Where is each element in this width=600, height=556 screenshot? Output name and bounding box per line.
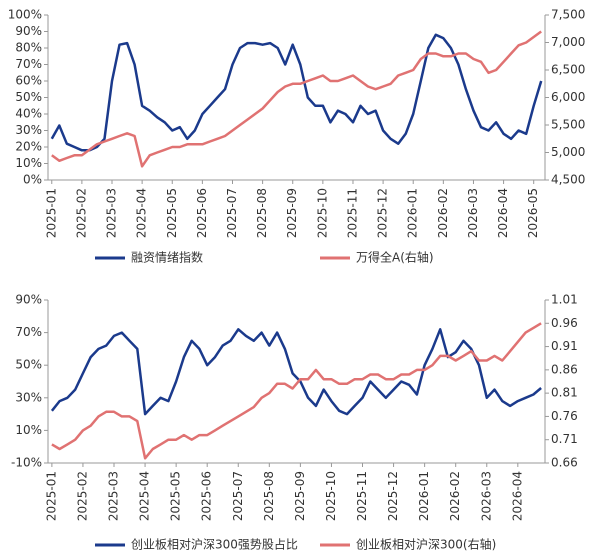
legend-label: 创业板相对沪深300强势股占比 xyxy=(131,537,298,552)
x-tick-label: 2025-05 xyxy=(169,471,183,521)
y2-tick-label: 0.86 xyxy=(551,362,578,376)
y2-tick-label: 0.71 xyxy=(551,432,578,446)
x-tick-label: 2026-02 xyxy=(448,471,462,521)
x-tick-label: 2025-09 xyxy=(293,471,307,521)
x-tick-label: 2026-04 xyxy=(496,188,510,238)
x-tick-label: 2025-07 xyxy=(231,471,245,521)
y2-tick-label: 7,500 xyxy=(551,8,585,22)
x-tick-label: 2025-02 xyxy=(74,188,88,238)
x-tick-label: 2025-11 xyxy=(345,188,359,238)
y2-tick-label: 0.96 xyxy=(551,316,578,330)
y-tick-label: 0% xyxy=(23,173,42,187)
x-tick-label: 2025-03 xyxy=(105,188,119,238)
legend-label: 万得全A(右轴) xyxy=(356,250,434,265)
y2-tick-label: 0.81 xyxy=(551,386,578,400)
x-tick-label: 2025-08 xyxy=(262,471,276,521)
y-tick-label: 90% xyxy=(15,293,42,307)
y-tick-label: 10% xyxy=(15,156,42,170)
y-tick-label: 50% xyxy=(15,90,42,104)
y-tick-label: 70% xyxy=(15,325,42,339)
y2-tick-label: 6,500 xyxy=(551,63,585,77)
y2-tick-label: 0.91 xyxy=(551,339,578,353)
x-tick-label: 2025-04 xyxy=(138,471,152,521)
y2-tick-label: 1.01 xyxy=(551,293,578,307)
x-tick-label: 2026-01 xyxy=(417,471,431,521)
x-tick-label: 2025-08 xyxy=(255,188,269,238)
x-tick-label: 2025-06 xyxy=(195,188,209,238)
x-tick-label: 2025-10 xyxy=(315,188,329,238)
x-tick-label: 2025-10 xyxy=(324,471,338,521)
x-tick-label: 2025-02 xyxy=(75,471,89,521)
x-tick-label: 2025-12 xyxy=(386,471,400,521)
x-tick-label: 2025-12 xyxy=(376,188,390,238)
series-line xyxy=(50,33,543,152)
y-tick-label: 10% xyxy=(15,423,42,437)
y-tick-label: 90% xyxy=(15,24,42,38)
x-tick-label: 2026-04 xyxy=(510,471,524,521)
y-tick-label: 20% xyxy=(15,140,42,154)
y-tick-label: 30% xyxy=(15,390,42,404)
y-tick-label: -10% xyxy=(11,456,42,470)
x-tick-label: 2026-03 xyxy=(479,471,493,521)
legend-label: 创业板相对沪深300(右轴) xyxy=(356,537,496,552)
y-tick-label: 80% xyxy=(15,41,42,55)
y-tick-label: 50% xyxy=(15,358,42,372)
y2-tick-label: 0.76 xyxy=(551,409,578,423)
x-tick-label: 2025-01 xyxy=(44,471,58,521)
y2-tick-label: 6,000 xyxy=(551,90,585,104)
y2-tick-label: 0.66 xyxy=(551,456,578,470)
y-tick-label: 70% xyxy=(15,57,42,71)
x-tick-label: 2025-01 xyxy=(44,188,58,238)
x-tick-label: 2025-05 xyxy=(165,188,179,238)
y-tick-label: 100% xyxy=(8,8,42,22)
y-tick-label: 30% xyxy=(15,123,42,137)
x-tick-label: 2025-11 xyxy=(355,471,369,521)
y-tick-label: 60% xyxy=(15,74,42,88)
x-tick-label: 2026-02 xyxy=(436,188,450,238)
x-tick-label: 2026-05 xyxy=(526,188,540,238)
x-tick-label: 2025-09 xyxy=(285,188,299,238)
series-line xyxy=(50,328,542,416)
legend-label: 融资情绪指数 xyxy=(131,250,203,265)
x-tick-label: 2025-06 xyxy=(200,471,214,521)
x-tick-label: 2025-04 xyxy=(135,188,149,238)
y2-tick-label: 7,000 xyxy=(551,35,585,49)
y2-tick-label: 5,500 xyxy=(551,118,585,132)
y2-tick-label: 5,000 xyxy=(551,145,585,159)
y2-tick-label: 4,500 xyxy=(551,173,585,187)
x-tick-label: 2025-03 xyxy=(107,471,121,521)
series-line xyxy=(51,322,542,460)
x-tick-label: 2025-07 xyxy=(225,188,239,238)
x-tick-label: 2026-03 xyxy=(466,188,480,238)
x-tick-label: 2026-01 xyxy=(406,188,420,238)
series-line xyxy=(51,30,542,168)
y-tick-label: 40% xyxy=(15,107,42,121)
